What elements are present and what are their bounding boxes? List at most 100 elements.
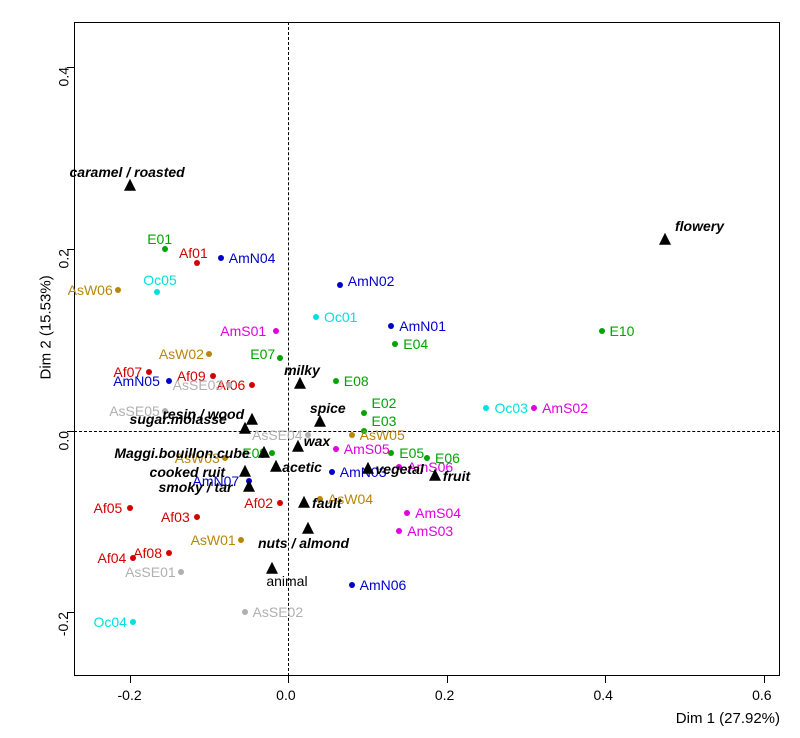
descriptor-marker-triangle-icon — [362, 462, 374, 474]
sample-point — [166, 378, 172, 384]
descriptor-marker-triangle-icon — [124, 178, 136, 190]
sample-label: E03 — [372, 414, 397, 428]
sample-point — [349, 582, 355, 588]
descriptor-marker-triangle-icon — [258, 446, 270, 458]
y-tick-label: -0.2 — [55, 612, 71, 636]
descriptor-label: wax — [304, 434, 330, 448]
sample-point — [130, 619, 136, 625]
sample-label: AsSE03 — [173, 378, 224, 392]
sample-label: E04 — [403, 337, 428, 351]
descriptor-marker-triangle-icon — [298, 496, 310, 508]
sample-label: Af03 — [161, 510, 190, 524]
sample-label: AmN04 — [229, 251, 276, 265]
sample-point — [349, 432, 355, 438]
sample-point — [178, 569, 184, 575]
sample-label: E10 — [610, 324, 635, 338]
descriptor-label: cooked ruit — [150, 465, 225, 479]
y-tick-label: 0.4 — [55, 67, 71, 86]
descriptor-label: sugar.molasse — [130, 412, 227, 426]
descriptor-marker-triangle-icon — [294, 376, 306, 388]
sample-label: AmS05 — [344, 442, 390, 456]
descriptor-label: animal — [266, 574, 307, 588]
pca-scatter-chart: Dim 2 (15.53%) Dim 1 (27.92%) -0.20.00.2… — [0, 0, 800, 738]
y-tick-label: 0.0 — [55, 431, 71, 450]
sample-label: E01 — [147, 232, 172, 246]
sample-point — [333, 446, 339, 452]
sample-label: Af04 — [97, 551, 126, 565]
sample-point — [388, 323, 394, 329]
sample-label: AmS03 — [407, 524, 453, 538]
descriptor-marker-triangle-icon — [239, 422, 251, 434]
sample-point — [115, 287, 121, 293]
descriptor-marker-triangle-icon — [659, 233, 671, 245]
sample-point — [599, 328, 605, 334]
sample-point — [127, 505, 133, 511]
sample-label: AsSE01 — [125, 565, 176, 579]
x-tick-label: 0.6 — [752, 687, 771, 703]
sample-point — [392, 341, 398, 347]
descriptor-marker-triangle-icon — [243, 480, 255, 492]
sample-point — [361, 410, 367, 416]
sample-point — [531, 405, 537, 411]
descriptor-label: Maggi.bouillon.cube — [114, 446, 249, 460]
sample-label: E02 — [372, 396, 397, 410]
x-tick — [288, 676, 289, 683]
sample-point — [194, 514, 200, 520]
sample-label: AsW06 — [68, 283, 113, 297]
descriptor-marker-triangle-icon — [270, 460, 282, 472]
x-tick — [764, 676, 765, 683]
sample-point — [313, 314, 319, 320]
sample-point — [218, 255, 224, 261]
sample-label: AmS01 — [220, 324, 266, 338]
descriptor-label: spice — [310, 401, 346, 415]
sample-label: Oc01 — [324, 310, 357, 324]
sample-label: AmS02 — [542, 401, 588, 415]
sample-point — [242, 609, 248, 615]
sample-point — [226, 382, 232, 388]
sample-label: AsW01 — [191, 533, 236, 547]
sample-label: AmN02 — [348, 274, 395, 288]
x-tick-label: 0.2 — [435, 687, 454, 703]
descriptor-label: smoky / tar — [159, 480, 233, 494]
sample-label: Oc03 — [494, 401, 527, 415]
sample-label: AmN01 — [399, 319, 446, 333]
descriptor-marker-triangle-icon — [239, 464, 251, 476]
x-tick-label: 0.4 — [593, 687, 612, 703]
sample-label: AsW05 — [360, 428, 405, 442]
sample-label: Af01 — [179, 246, 208, 260]
sample-label: AmN05 — [113, 374, 160, 388]
descriptor-label: flowery — [675, 219, 724, 233]
x-tick — [605, 676, 606, 683]
descriptor-marker-triangle-icon — [314, 414, 326, 426]
sample-point — [404, 510, 410, 516]
sample-label: E08 — [344, 374, 369, 388]
sample-label: Oc04 — [93, 615, 126, 629]
sample-point — [238, 537, 244, 543]
sample-label: E07 — [250, 347, 275, 361]
y-axis-label: Dim 2 (15.53%) — [38, 320, 55, 380]
y-tick-label: 0.2 — [55, 249, 71, 268]
sample-label: AsW02 — [159, 347, 204, 361]
sample-label: AmN06 — [360, 578, 407, 592]
sample-label: AsSE02 — [253, 605, 304, 619]
descriptor-marker-triangle-icon — [302, 522, 314, 534]
sample-label: Oc05 — [143, 273, 176, 287]
sample-label: Af05 — [94, 501, 123, 515]
descriptor-label: vegetal — [376, 462, 424, 476]
sample-label: Af08 — [133, 546, 162, 560]
sample-point — [333, 378, 339, 384]
sample-point — [277, 355, 283, 361]
descriptor-label: acetic — [282, 460, 322, 474]
descriptor-marker-triangle-icon — [266, 562, 278, 574]
sample-point — [206, 351, 212, 357]
x-tick-label: -0.2 — [118, 687, 142, 703]
sample-point — [277, 500, 283, 506]
descriptor-label: caramel / roasted — [70, 165, 185, 179]
sample-point — [483, 405, 489, 411]
sample-label: Af02 — [244, 496, 273, 510]
descriptor-label: milky — [284, 363, 320, 377]
sample-point — [396, 528, 402, 534]
descriptor-label: fault — [312, 496, 342, 510]
descriptor-marker-triangle-icon — [292, 440, 304, 452]
sample-point — [154, 289, 160, 295]
